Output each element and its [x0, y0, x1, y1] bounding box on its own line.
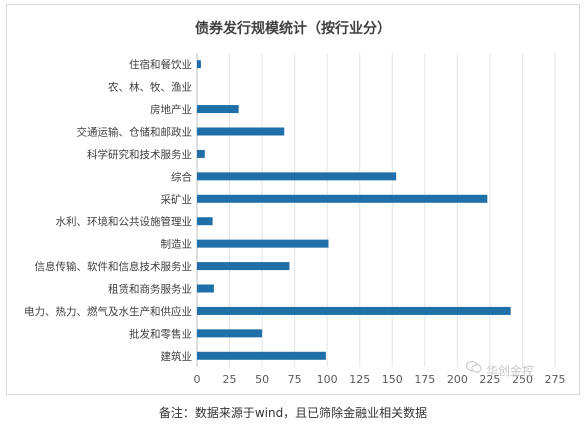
bar: [197, 172, 397, 181]
x-tick-label: 175: [414, 373, 435, 386]
category-label: 批发和零售业: [129, 327, 192, 340]
bar: [197, 127, 285, 136]
x-tick-label: 275: [545, 373, 566, 386]
x-tick-label: 100: [317, 373, 338, 386]
x-tick-label: 225: [479, 373, 500, 386]
chart-title: 债券发行规模统计（按行业分）: [195, 21, 391, 37]
category-label: 科学研究和技术服务业: [87, 148, 192, 161]
x-tick-label: 75: [288, 373, 302, 386]
category-label: 水利、环境和公共设施管理业: [56, 215, 193, 228]
category-label: 房地产业: [150, 103, 192, 116]
category-label: 制造业: [161, 238, 193, 251]
category-label: 交通运输、仓储和邮政业: [77, 126, 193, 139]
bar: [197, 329, 263, 338]
category-label: 采矿业: [161, 193, 193, 206]
bar: [197, 60, 201, 69]
x-tick-label: 25: [223, 373, 237, 386]
bar: [197, 351, 326, 360]
watermark: 华创金控: [486, 364, 535, 378]
x-tick-label: 50: [255, 373, 269, 386]
bar: [197, 262, 290, 271]
category-label: 电力、热力、燃气及水生产和供应业: [24, 305, 192, 318]
bar: [197, 306, 511, 315]
x-tick-label: 150: [382, 373, 403, 386]
category-label: 住宿和餐饮业: [129, 58, 192, 71]
bar-chart: 0 25 50 75 100 125 150 175 200 225 250 275 住宿和餐饮业农、林…: [24, 53, 566, 386]
x-tick-label: 125: [349, 373, 370, 386]
category-label: 租赁和商务服务业: [108, 283, 192, 296]
source-note: 备注：数据来源于wind，且已筛除金融业相关数据: [158, 406, 428, 420]
category-label: 综合: [171, 170, 192, 183]
category-label: 农、林、牧、渔业: [108, 81, 192, 94]
category-label: 建筑业: [161, 350, 193, 363]
bar: [197, 217, 213, 226]
x-tick-label: 0: [194, 373, 201, 386]
bar: [197, 149, 205, 158]
bar: [197, 239, 329, 248]
x-tick-label: 200: [447, 373, 468, 386]
bar: [197, 194, 488, 203]
bar: [197, 105, 239, 114]
bar: [197, 284, 214, 293]
x-tick-label: 250: [512, 373, 533, 386]
wechat-icon: [466, 361, 482, 373]
category-label: 信息传输、软件和信息技术服务业: [35, 260, 193, 273]
